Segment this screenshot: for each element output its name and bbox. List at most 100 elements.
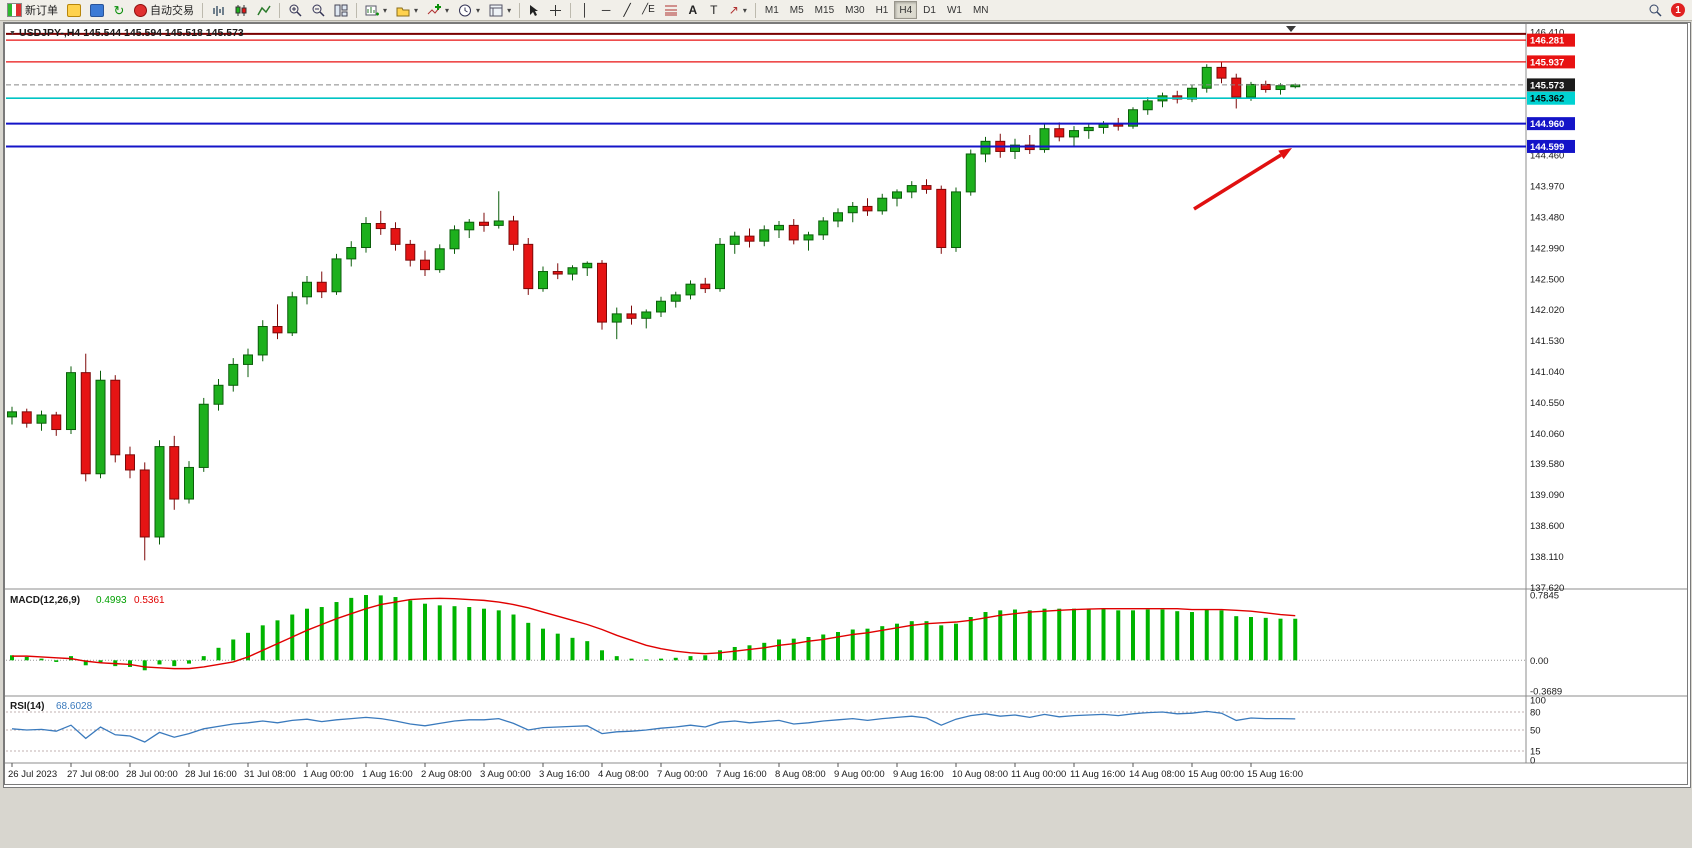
svg-text:15 Aug 16:00: 15 Aug 16:00 (1247, 769, 1303, 780)
svg-text:143.480: 143.480 (1530, 213, 1564, 224)
timeframe-m30-button[interactable]: M30 (840, 1, 869, 19)
bar-chart-icon (213, 5, 224, 16)
label-tool-icon: T (710, 3, 718, 17)
svg-text:8 Aug 08:00: 8 Aug 08:00 (775, 769, 826, 780)
timeframe-d1-button[interactable]: D1 (918, 1, 941, 19)
svg-text:0: 0 (1530, 756, 1535, 767)
indicators-button[interactable]: ▾ (423, 1, 453, 19)
candlestick-chart-icon (235, 4, 247, 16)
tile-windows-button[interactable] (330, 1, 352, 19)
timeframe-w1-button[interactable]: W1 (942, 1, 967, 19)
toolbar-separator (570, 2, 572, 18)
new-order-label: 新订单 (25, 5, 58, 17)
toolbar-separator (202, 2, 203, 18)
svg-text:MACD(12,26,9): MACD(12,26,9) (10, 595, 80, 606)
svg-text:-0.3689: -0.3689 (1530, 687, 1562, 698)
svg-text:143.970: 143.970 (1530, 182, 1564, 193)
trendline-icon: ╱ (623, 3, 631, 17)
svg-text:28 Jul 16:00: 28 Jul 16:00 (185, 769, 237, 780)
profiles-icon (396, 7, 410, 16)
timeframe-h1-button[interactable]: H1 (871, 1, 894, 19)
metaeditor-button[interactable] (63, 1, 85, 19)
svg-text:140.550: 140.550 (1530, 398, 1564, 409)
svg-text:100: 100 (1530, 696, 1546, 707)
svg-text:15 Aug 00:00: 15 Aug 00:00 (1188, 769, 1244, 780)
svg-text:10 Aug 08:00: 10 Aug 08:00 (952, 769, 1008, 780)
toolbar-separator (356, 2, 357, 18)
profiles-button[interactable]: ▾ (392, 1, 422, 19)
horizontal-line-tool-button[interactable]: ─ (596, 1, 616, 19)
svg-text:0.7845: 0.7845 (1530, 591, 1559, 602)
vertical-line-tool-button[interactable]: │ (575, 1, 595, 19)
svg-text:7 Aug 00:00: 7 Aug 00:00 (657, 769, 708, 780)
notifications-button[interactable]: 1 (1667, 1, 1689, 19)
trend-arrow-annotation[interactable] (1193, 148, 1292, 211)
time-axis: 26 Jul 2023 27 Jul 08:00 28 Jul 00:00 28 Ju… (8, 763, 1303, 780)
fibonacci-tool-button[interactable] (660, 1, 682, 19)
new-chart-icon (365, 5, 379, 15)
bar-chart-button[interactable] (207, 1, 229, 19)
timeframe-h4-button[interactable]: H4 (894, 1, 918, 19)
equidistant-channel-icon: ╱E (642, 4, 655, 15)
new-chart-button[interactable]: ▾ (361, 1, 391, 19)
periods-icon (459, 4, 472, 16)
zoom-out-icon (312, 4, 325, 17)
chart-title: USDJPY-,H4 145.544 145.594 145.518 145.5… (19, 27, 244, 39)
zoom-in-button[interactable] (284, 1, 306, 19)
svg-text:3 Aug 16:00: 3 Aug 16:00 (539, 769, 590, 780)
timeframe-mn-button[interactable]: MN (968, 1, 994, 19)
auto-trading-button[interactable]: 自动交易 (130, 1, 198, 19)
chart-shift-marker[interactable] (1286, 26, 1296, 32)
indicators-icon (427, 3, 442, 14)
svg-text:138.600: 138.600 (1530, 521, 1564, 532)
chart-canvas[interactable]: MACD(12,26,9) 0.4993 0.5361 0.7845 0.00 -0.36… (4, 23, 1688, 785)
cursor-tool-button[interactable] (524, 1, 544, 19)
svg-text:31 Jul 08:00: 31 Jul 08:00 (244, 769, 296, 780)
new-order-button[interactable]: 新订单 (3, 1, 62, 19)
svg-text:145.573: 145.573 (1530, 80, 1564, 91)
svg-text:139.580: 139.580 (1530, 459, 1564, 470)
chart-title-bar: ▼ USDJPY-,H4 145.544 145.594 145.518 145.… (9, 27, 244, 39)
svg-text:146.281: 146.281 (1530, 36, 1565, 47)
price-badge-145.362 (1527, 91, 1575, 105)
equidistant-channel-tool-button[interactable]: ╱E (638, 1, 659, 19)
svg-text:140.060: 140.060 (1530, 429, 1564, 440)
zoom-in-icon (289, 4, 302, 17)
one-click-trading-toggle[interactable]: ▼ (9, 30, 16, 37)
crosshair-tool-button[interactable] (545, 1, 566, 19)
svg-text:141.530: 141.530 (1530, 336, 1564, 347)
svg-text:80: 80 (1530, 708, 1541, 719)
text-tool-button[interactable]: A (683, 1, 703, 19)
svg-text:68.6028: 68.6028 (56, 701, 93, 712)
text-tool-icon: A (688, 3, 698, 17)
svg-text:15: 15 (1530, 747, 1541, 758)
zoom-out-button[interactable] (307, 1, 329, 19)
svg-text:139.090: 139.090 (1530, 490, 1564, 501)
label-tool-button[interactable]: T (704, 1, 724, 19)
market-button[interactable] (86, 1, 108, 19)
refresh-button[interactable]: ↻ (109, 1, 129, 19)
chart-window: MACD(12,26,9) 0.4993 0.5361 0.7845 0.00 -0.36… (3, 22, 1691, 788)
crosshair-icon (550, 4, 562, 16)
trendline-tool-button[interactable]: ╱ (617, 1, 637, 19)
periods-button[interactable]: ▾ (454, 1, 484, 19)
line-chart-button[interactable] (253, 1, 275, 19)
dropdown-caret-icon: ▾ (476, 5, 481, 15)
timeframe-m1-button[interactable]: M1 (760, 1, 784, 19)
horizontal-line-icon: ─ (601, 3, 611, 17)
timeframe-m5-button[interactable]: M5 (785, 1, 809, 19)
svg-text:138.110: 138.110 (1530, 552, 1564, 563)
quick-search-button[interactable] (1644, 1, 1666, 19)
price-badge-145.573 (1527, 78, 1575, 92)
horizontal-lines-layer (6, 32, 1526, 148)
candlestick-chart-button[interactable] (230, 1, 252, 19)
timeframe-m15-button[interactable]: M15 (810, 1, 839, 19)
price-badge-145.937 (1527, 55, 1575, 69)
templates-button[interactable]: ▾ (485, 1, 515, 19)
auto-trading-icon (134, 3, 147, 17)
toolbar-separator (519, 2, 521, 18)
arrows-tool-button[interactable]: ↗ ▾ (725, 1, 751, 19)
svg-text:0.00: 0.00 (1530, 656, 1549, 667)
cursor-icon (530, 4, 539, 16)
